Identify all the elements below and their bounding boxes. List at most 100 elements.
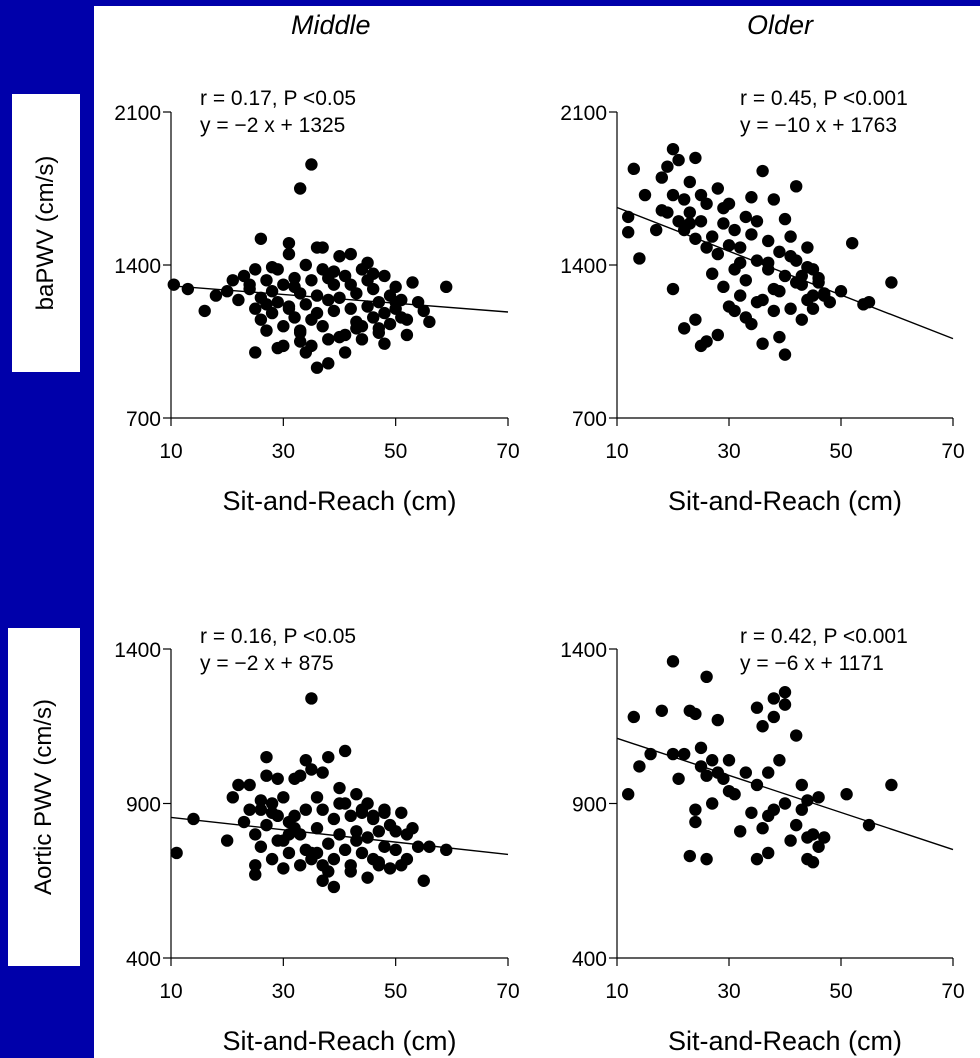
data-point	[361, 797, 374, 810]
data-point	[293, 859, 307, 872]
data-point	[260, 818, 273, 832]
data-point	[862, 818, 876, 832]
x-tick-label: 30	[717, 980, 740, 1003]
data-point	[778, 348, 792, 361]
data-point	[249, 346, 262, 359]
data-point	[778, 797, 792, 810]
data-point	[700, 197, 713, 210]
data-point	[722, 239, 736, 252]
data-point	[226, 791, 239, 804]
data-point	[327, 852, 341, 866]
data-point	[293, 324, 307, 337]
x-tick-label: 50	[829, 980, 852, 1003]
data-point	[806, 828, 820, 841]
data-point	[254, 840, 268, 853]
y-tick-label: 900	[572, 794, 607, 817]
data-point	[756, 720, 769, 733]
data-point	[689, 313, 702, 326]
data-point	[750, 778, 764, 792]
y-tick-label: 700	[572, 408, 607, 431]
data-point	[338, 744, 352, 758]
y-tick-label: 400	[126, 948, 161, 971]
data-point	[790, 276, 803, 289]
data-point	[167, 278, 181, 291]
data-point	[790, 729, 803, 742]
data-point	[417, 874, 430, 887]
data-point	[700, 241, 713, 254]
data-point	[739, 766, 752, 779]
data-point	[293, 769, 307, 782]
data-point	[361, 831, 374, 844]
data-point	[767, 692, 780, 705]
data-point	[350, 825, 363, 838]
data-point	[249, 868, 262, 881]
data-point	[282, 236, 296, 250]
data-point	[689, 151, 702, 165]
data-point	[885, 276, 898, 289]
data-point	[333, 330, 346, 344]
data-point	[400, 852, 414, 866]
data-point	[400, 328, 414, 342]
data-point	[806, 302, 820, 315]
column-title-middle: Middle	[291, 10, 371, 40]
data-point	[812, 276, 825, 289]
data-point	[305, 339, 318, 353]
data-point	[305, 274, 318, 287]
data-point	[372, 856, 386, 869]
data-point	[734, 825, 747, 838]
data-point	[277, 862, 290, 875]
chart-panel-1: 700 1400 2100 10 30 50 70 Sit-and-Reach (cm) r =…	[114, 87, 519, 516]
data-point	[801, 260, 814, 274]
x-tick-label: 10	[159, 440, 182, 463]
data-point	[389, 843, 402, 857]
data-point	[338, 843, 352, 857]
data-point	[338, 797, 352, 810]
data-point	[265, 852, 279, 866]
data-point	[711, 766, 724, 779]
data-point	[767, 193, 780, 206]
x-tick-label: 30	[272, 980, 295, 1003]
data-point	[378, 840, 391, 853]
data-point	[762, 234, 775, 248]
data-point	[293, 335, 307, 348]
data-point	[254, 232, 268, 245]
data-point	[767, 304, 780, 318]
data-point	[678, 322, 691, 335]
x-tick-label: 50	[384, 440, 407, 463]
data-point	[862, 295, 876, 309]
data-point	[762, 766, 775, 779]
data-point	[344, 865, 357, 878]
data-point	[622, 226, 635, 239]
data-point	[411, 840, 425, 853]
data-point	[706, 754, 719, 767]
data-point	[784, 302, 797, 315]
data-point	[706, 267, 719, 280]
data-point	[423, 840, 436, 853]
data-point	[750, 701, 764, 714]
data-point	[333, 250, 346, 263]
data-point	[237, 815, 251, 829]
y-tick-label: 2100	[114, 102, 161, 125]
data-point	[367, 812, 380, 826]
data-point	[406, 822, 419, 835]
data-point	[655, 704, 668, 717]
data-point	[299, 258, 312, 272]
data-point	[249, 828, 262, 841]
data-point	[717, 201, 730, 215]
x-axis-label: Sit-and-Reach (cm)	[668, 1026, 902, 1056]
row-label-box-bottom: Aortic PWV (cm/s)	[8, 628, 80, 966]
stats-annotation: r = 0.16, P <0.05	[200, 625, 356, 648]
y-tick-label: 2100	[560, 102, 607, 125]
data-point	[378, 269, 391, 283]
data-point	[762, 846, 775, 860]
data-point	[322, 333, 335, 346]
y-tick-label: 1400	[114, 255, 161, 278]
data-point	[333, 291, 346, 304]
data-point	[406, 276, 419, 289]
data-point	[627, 162, 640, 176]
data-point	[355, 846, 369, 860]
data-point	[846, 236, 859, 250]
data-point	[372, 295, 386, 309]
chart-panel-3: 400 900 1400 10 30 50 70 Sit-and-Reach (cm) r = …	[114, 625, 519, 1056]
data-point	[812, 791, 825, 804]
